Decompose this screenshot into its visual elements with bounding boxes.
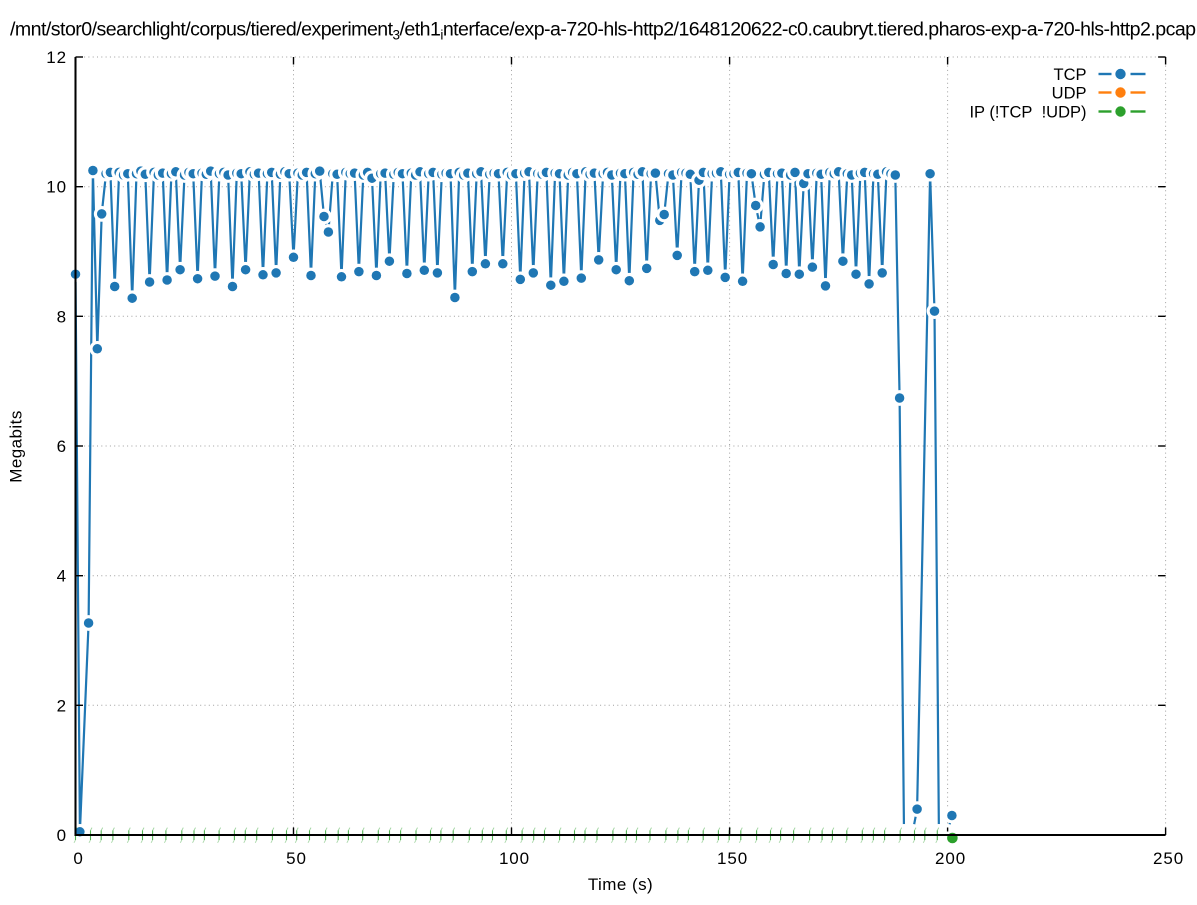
svg-text:/mnt/stor0/searchlight/corpus/: /mnt/stor0/searchlight/corpus/tiered/exp… — [10, 19, 1196, 43]
svg-text:0: 0 — [57, 826, 67, 845]
svg-text:4: 4 — [57, 567, 67, 586]
svg-text:2: 2 — [57, 696, 67, 715]
svg-text:250: 250 — [1153, 849, 1184, 868]
svg-text:12: 12 — [46, 48, 67, 67]
svg-text:50: 50 — [286, 849, 307, 868]
svg-text:IP (!TCP !UDP): IP (!TCP !UDP) — [969, 103, 1086, 121]
svg-text:150: 150 — [717, 849, 748, 868]
svg-text:UDP: UDP — [1052, 84, 1087, 102]
svg-text:8: 8 — [57, 307, 67, 326]
svg-text:10: 10 — [46, 178, 67, 197]
svg-text:6: 6 — [57, 437, 67, 456]
svg-text:Megabits: Megabits — [7, 410, 26, 483]
svg-text:0: 0 — [73, 849, 83, 868]
svg-text:Time (s): Time (s) — [588, 875, 653, 894]
svg-text:200: 200 — [935, 849, 966, 868]
svg-text:100: 100 — [499, 849, 530, 868]
svg-text:TCP: TCP — [1054, 66, 1087, 84]
